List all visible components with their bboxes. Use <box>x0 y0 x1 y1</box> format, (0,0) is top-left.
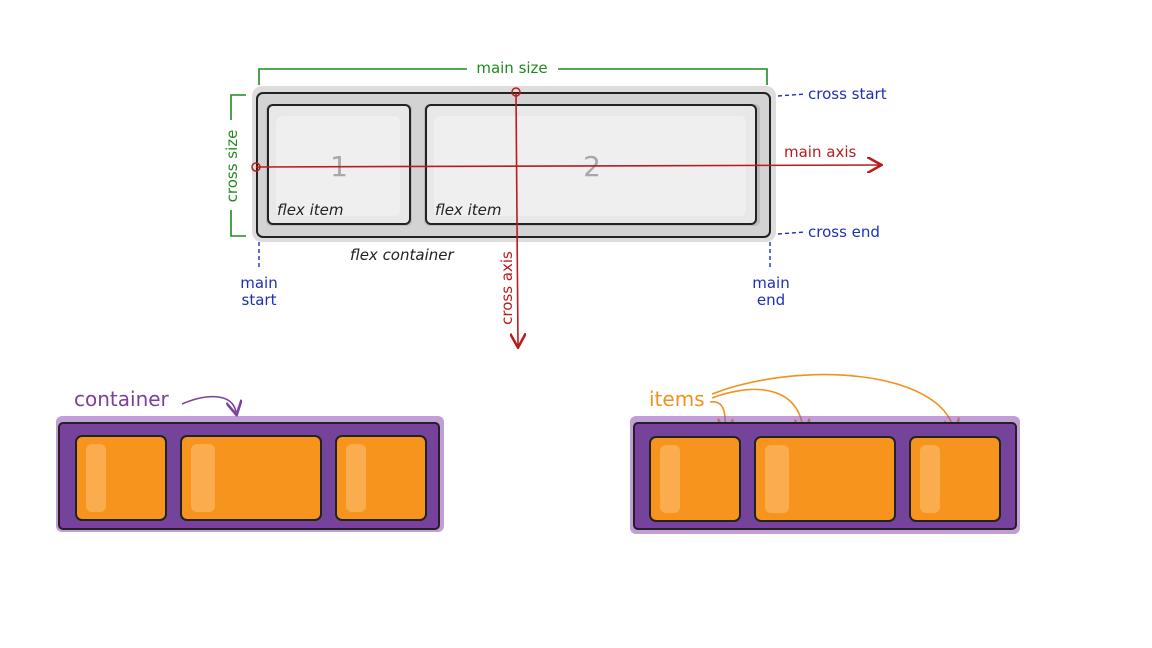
cross-start-label: cross start <box>808 85 887 103</box>
orange-item-right-1 <box>649 436 741 522</box>
cross-axis: cross axis <box>498 87 520 346</box>
container-illustration: container <box>56 387 444 532</box>
cross-size-label: cross size <box>223 130 241 203</box>
flex-anatomy-diagram: main size cross size 1 flex item 2 f <box>223 59 887 346</box>
cross-axis-label: cross axis <box>498 251 516 325</box>
cross-end-label: cross end <box>808 223 880 241</box>
flex-item-1-label: flex item <box>277 201 343 219</box>
main-size-bracket: main size <box>258 59 768 85</box>
main-end-marker: main end <box>752 242 790 309</box>
items-label: items <box>649 387 705 411</box>
orange-item-2 <box>180 435 322 521</box>
main-axis: main axis <box>251 143 880 171</box>
container-pointer-arrow <box>181 395 236 412</box>
orange-item-3 <box>335 435 427 521</box>
cross-end-marker: cross end <box>777 223 880 241</box>
main-axis-label: main axis <box>784 143 856 161</box>
cross-size-bracket: cross size <box>223 94 246 237</box>
flex-item-2-label: flex item <box>435 201 501 219</box>
main-start-marker: main start <box>240 242 278 309</box>
orange-item-1 <box>75 435 167 521</box>
main-end-label-line2: end <box>757 291 785 309</box>
orange-item-right-2 <box>754 436 896 522</box>
flex-item-1: 1 flex item <box>266 104 412 226</box>
container-label: container <box>74 387 170 411</box>
cross-start-marker: cross start <box>777 85 887 103</box>
flex-container-label: flex container <box>350 246 454 264</box>
orange-item-right-3 <box>909 436 1001 522</box>
main-end-label-line1: main <box>752 274 789 292</box>
main-size-label: main size <box>476 59 547 77</box>
items-arrow-3 <box>711 373 954 430</box>
main-start-label-line2: start <box>242 291 277 309</box>
main-start-label-line1: main <box>240 274 277 292</box>
items-illustration: items <box>630 373 1020 534</box>
